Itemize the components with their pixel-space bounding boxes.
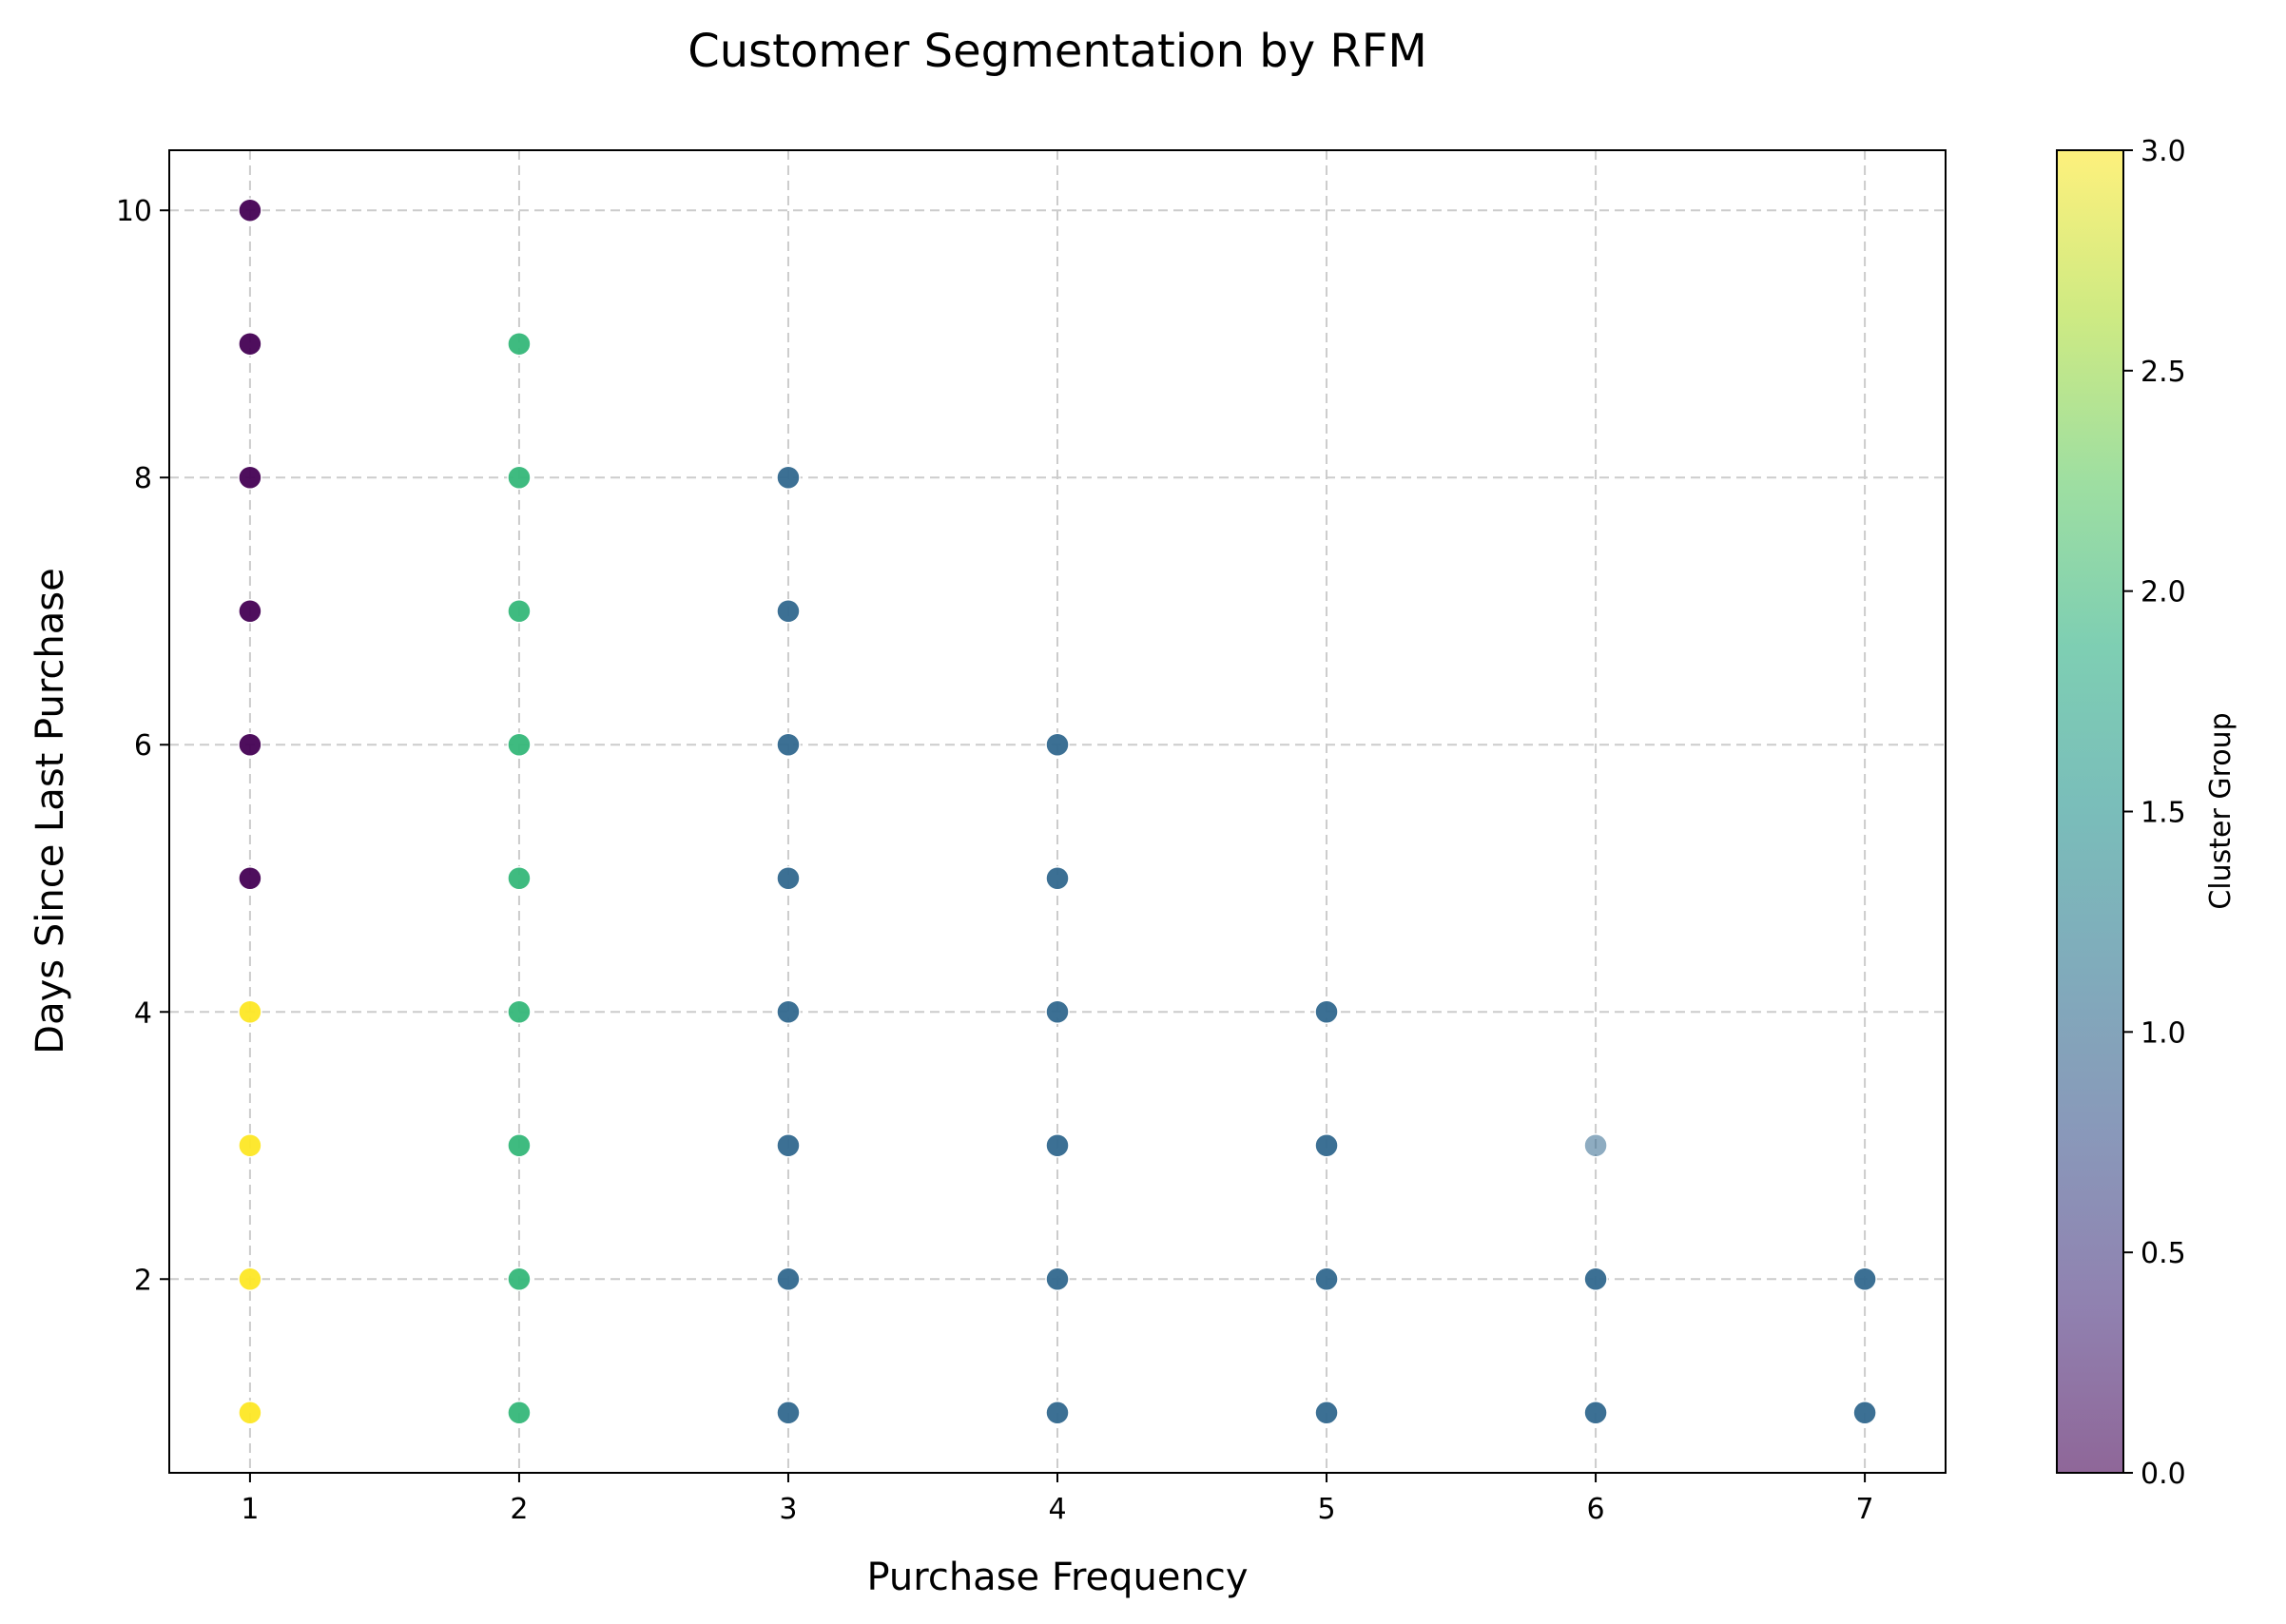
x-tick-label: 4 — [1048, 1493, 1066, 1526]
data-point — [238, 1401, 262, 1425]
colorbar-tick-label: 2.5 — [2141, 356, 2186, 389]
data-point — [1583, 1133, 1608, 1158]
data-point — [1045, 732, 1070, 757]
data-point — [1314, 1266, 1339, 1292]
data-point — [1045, 866, 1070, 891]
colorbar-tick-label: 3.0 — [2141, 135, 2186, 168]
data-point — [1045, 1133, 1070, 1158]
colorbar — [2057, 150, 2123, 1473]
data-point — [776, 465, 801, 490]
data-point — [238, 1133, 262, 1158]
colorbar-tick-label: 1.5 — [2141, 797, 2186, 830]
data-point — [238, 598, 262, 624]
data-point — [238, 331, 262, 357]
data-point — [1852, 1266, 1877, 1292]
y-tick-label: 6 — [134, 729, 152, 763]
x-tick-label: 6 — [1587, 1493, 1605, 1526]
data-point — [1583, 1401, 1608, 1425]
data-point — [1314, 1133, 1339, 1158]
data-point — [776, 598, 801, 624]
data-point — [238, 1266, 262, 1292]
data-point — [1583, 1266, 1608, 1292]
data-points — [238, 198, 1877, 1425]
x-tick-label: 2 — [510, 1493, 528, 1526]
data-point — [507, 732, 532, 757]
colorbar-tick-label: 0.0 — [2141, 1458, 2186, 1491]
x-axis-label: Purchase Frequency — [867, 1556, 1249, 1599]
data-point — [776, 866, 801, 891]
data-point — [1314, 1401, 1339, 1425]
y-tick-label: 10 — [116, 195, 152, 228]
colorbar-tick-label: 1.0 — [2141, 1016, 2186, 1050]
data-point — [776, 999, 801, 1025]
y-tick-label: 4 — [134, 996, 152, 1030]
colorbar-tick-label: 2.0 — [2141, 576, 2186, 609]
x-tick-label: 7 — [1856, 1493, 1874, 1526]
y-axis-label: Days Since Last Purchase — [29, 568, 72, 1054]
data-point — [776, 1133, 801, 1158]
data-point — [776, 1401, 801, 1425]
data-point — [507, 465, 532, 490]
y-tick-label: 2 — [134, 1264, 152, 1297]
data-point — [507, 598, 532, 624]
data-point — [776, 732, 801, 757]
data-point — [507, 866, 532, 891]
chart-title: Customer Segmentation by RFM — [688, 25, 1427, 78]
y-tick-label: 8 — [134, 462, 152, 495]
data-point — [238, 732, 262, 757]
data-point — [507, 1133, 532, 1158]
data-point — [238, 465, 262, 490]
colorbar-ticks: 0.0 0.5 1.0 1.5 2.0 2.5 3.0 — [2123, 135, 2186, 1491]
x-tick-label: 5 — [1317, 1493, 1335, 1526]
colorbar-tick-label: 0.5 — [2141, 1237, 2186, 1270]
data-point — [507, 1266, 532, 1292]
x-axis-ticks: 1 2 3 4 5 6 7 — [241, 1473, 1874, 1526]
y-axis-ticks: 2 4 6 8 10 — [116, 195, 169, 1297]
x-tick-label: 1 — [241, 1493, 259, 1526]
x-tick-label: 3 — [779, 1493, 797, 1526]
data-point — [1045, 1266, 1070, 1292]
data-point — [1852, 1401, 1877, 1425]
data-point — [507, 1401, 532, 1425]
data-point — [1045, 999, 1070, 1025]
data-point — [238, 198, 262, 222]
data-point — [238, 866, 262, 891]
colorbar-label: Cluster Group — [2204, 712, 2238, 909]
data-point — [1314, 999, 1339, 1025]
data-point — [238, 999, 262, 1025]
data-point — [507, 331, 532, 357]
data-point — [776, 1266, 801, 1292]
data-point — [507, 999, 532, 1025]
data-point — [1045, 1401, 1070, 1425]
